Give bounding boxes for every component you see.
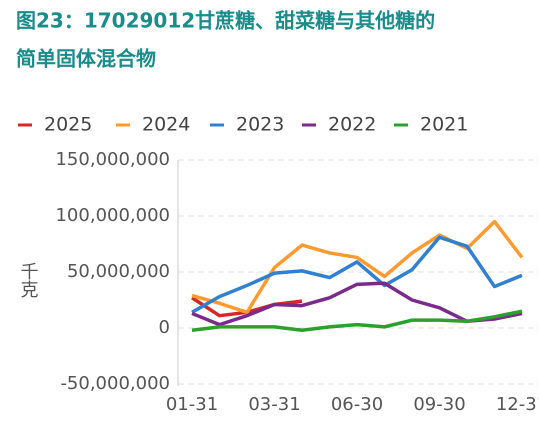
x-tick-label: 12-31 xyxy=(496,394,539,415)
legend-label: 2025 xyxy=(44,114,92,136)
series-line xyxy=(191,309,523,332)
legend-label: 2022 xyxy=(328,114,376,136)
legend-label: 2024 xyxy=(142,114,190,136)
series-line xyxy=(191,219,524,315)
x-tick-label: 06-30 xyxy=(331,394,383,415)
y-tick-label: -50,000,000 xyxy=(60,373,170,394)
x-tick-label: 03-31 xyxy=(248,394,300,415)
y-tick-label: 150,000,000 xyxy=(55,149,170,170)
y-tick-label: 0 xyxy=(159,317,170,338)
series-line xyxy=(191,235,523,314)
chart-subtitle: 简单固体混合物 xyxy=(16,47,156,71)
y-tick-label: 100,000,000 xyxy=(55,205,170,226)
y-tick-label: 50,000,000 xyxy=(67,261,170,282)
y-axis-label: 千克 xyxy=(18,262,39,298)
legend-label: 2021 xyxy=(420,114,468,136)
chart-title: 图23：17029012甘蔗糖、甜菜糖与其他糖的 xyxy=(16,9,435,33)
x-tick-label: 09-30 xyxy=(413,394,465,415)
legend-label: 2023 xyxy=(236,114,284,136)
x-tick-label: 01-31 xyxy=(166,394,218,415)
